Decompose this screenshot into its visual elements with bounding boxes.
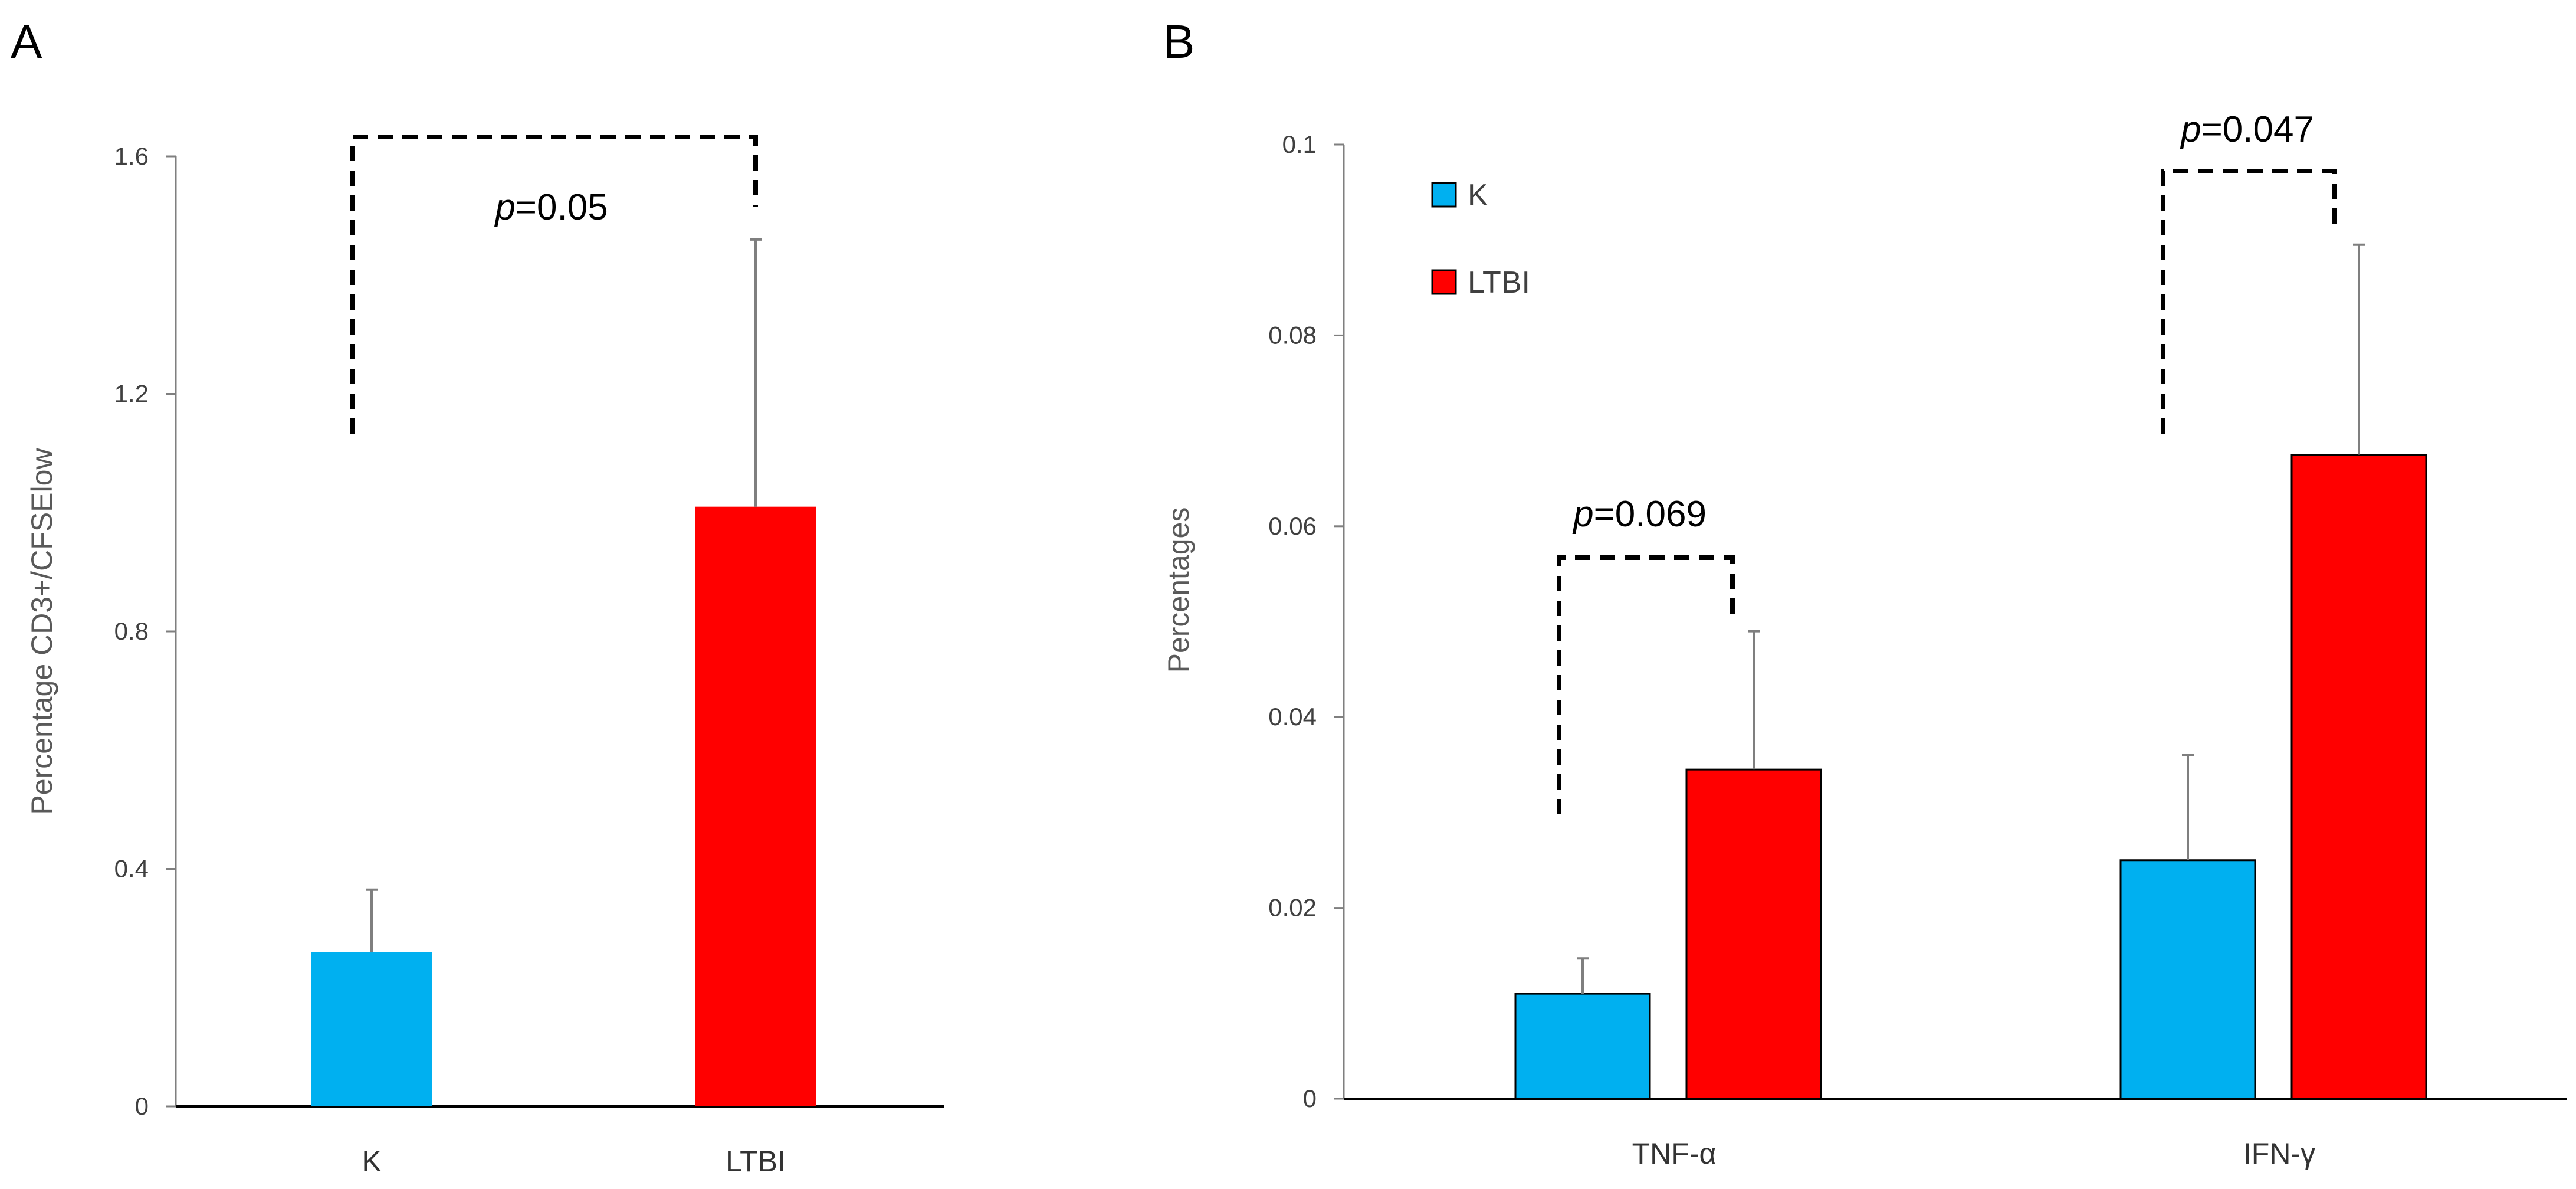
x-tick-label-b: IFN-γ bbox=[2243, 1137, 2315, 1170]
y-tick-label-b: 0.06 bbox=[1268, 512, 1317, 540]
bar-ltbi-ifn bbox=[2290, 454, 2427, 1100]
p-value-a-italic: p bbox=[494, 187, 515, 228]
panel-label-b: B bbox=[1163, 15, 1195, 68]
x-tick-label-a: LTBI bbox=[726, 1145, 786, 1178]
y-tick-label-b: 0.02 bbox=[1268, 894, 1317, 922]
bar-k bbox=[311, 952, 432, 1106]
y-tick-label-a: 0 bbox=[135, 1092, 149, 1120]
y-tick-label-a: 1.6 bbox=[114, 142, 149, 170]
p-value-a-value: =0.05 bbox=[516, 187, 608, 228]
y-axis-title-b: Percentages bbox=[1162, 507, 1195, 673]
bar-ltbi-tnf bbox=[1685, 768, 1822, 1100]
y-tick-label-a: 0.4 bbox=[114, 855, 149, 883]
p-value-a: p=0.05 bbox=[494, 187, 608, 228]
p-value-tnf-value: =0.069 bbox=[1594, 494, 1707, 535]
p-value-ifn: p=0.047 bbox=[2180, 109, 2314, 150]
y-tick-label-b: 0.1 bbox=[1282, 130, 1317, 158]
y-tick-label-a: 0.8 bbox=[114, 617, 149, 645]
significance-bracket-ifn bbox=[2161, 169, 2337, 434]
y-axis-title-a: Percentage CD3+/CFSElow bbox=[25, 448, 58, 815]
x-tick-label-b: TNF-α bbox=[1632, 1137, 1717, 1170]
panel-label-a: A bbox=[11, 15, 42, 68]
y-tick-label-b: 0.08 bbox=[1268, 321, 1317, 349]
p-value-tnf-italic: p bbox=[1572, 494, 1593, 535]
panel-a: A 0 0.4 0.8 1.2 1.6 Percentage CD3+/CFSElow K LT… bbox=[11, 15, 944, 1178]
p-value-ifn-italic: p bbox=[2180, 109, 2201, 150]
y-tick-label-a: 1.2 bbox=[114, 380, 149, 408]
p-value-tnf: p=0.069 bbox=[1572, 494, 1707, 535]
legend-swatch-ltbi bbox=[1431, 269, 1457, 295]
bar-k-ifn bbox=[2119, 859, 2256, 1100]
bar-ltbi bbox=[695, 506, 816, 1106]
p-value-ifn-value: =0.047 bbox=[2201, 109, 2314, 150]
legend-swatch-k bbox=[1431, 182, 1457, 208]
panel-b: B 0 0.02 0.04 0.06 0.08 0.1 Percentages TNF-α IFN… bbox=[1162, 15, 2567, 1170]
legend-label-ltbi: LTBI bbox=[1468, 266, 1530, 300]
y-tick-label-b: 0.04 bbox=[1268, 703, 1317, 731]
y-tick-label-b: 0 bbox=[1303, 1085, 1317, 1112]
significance-bracket-tnf bbox=[1557, 555, 1735, 814]
x-tick-label-a: K bbox=[362, 1145, 381, 1178]
legend-label-k: K bbox=[1468, 178, 1488, 212]
bar-k-tnf bbox=[1514, 993, 1651, 1100]
significance-bracket-a bbox=[350, 135, 758, 434]
